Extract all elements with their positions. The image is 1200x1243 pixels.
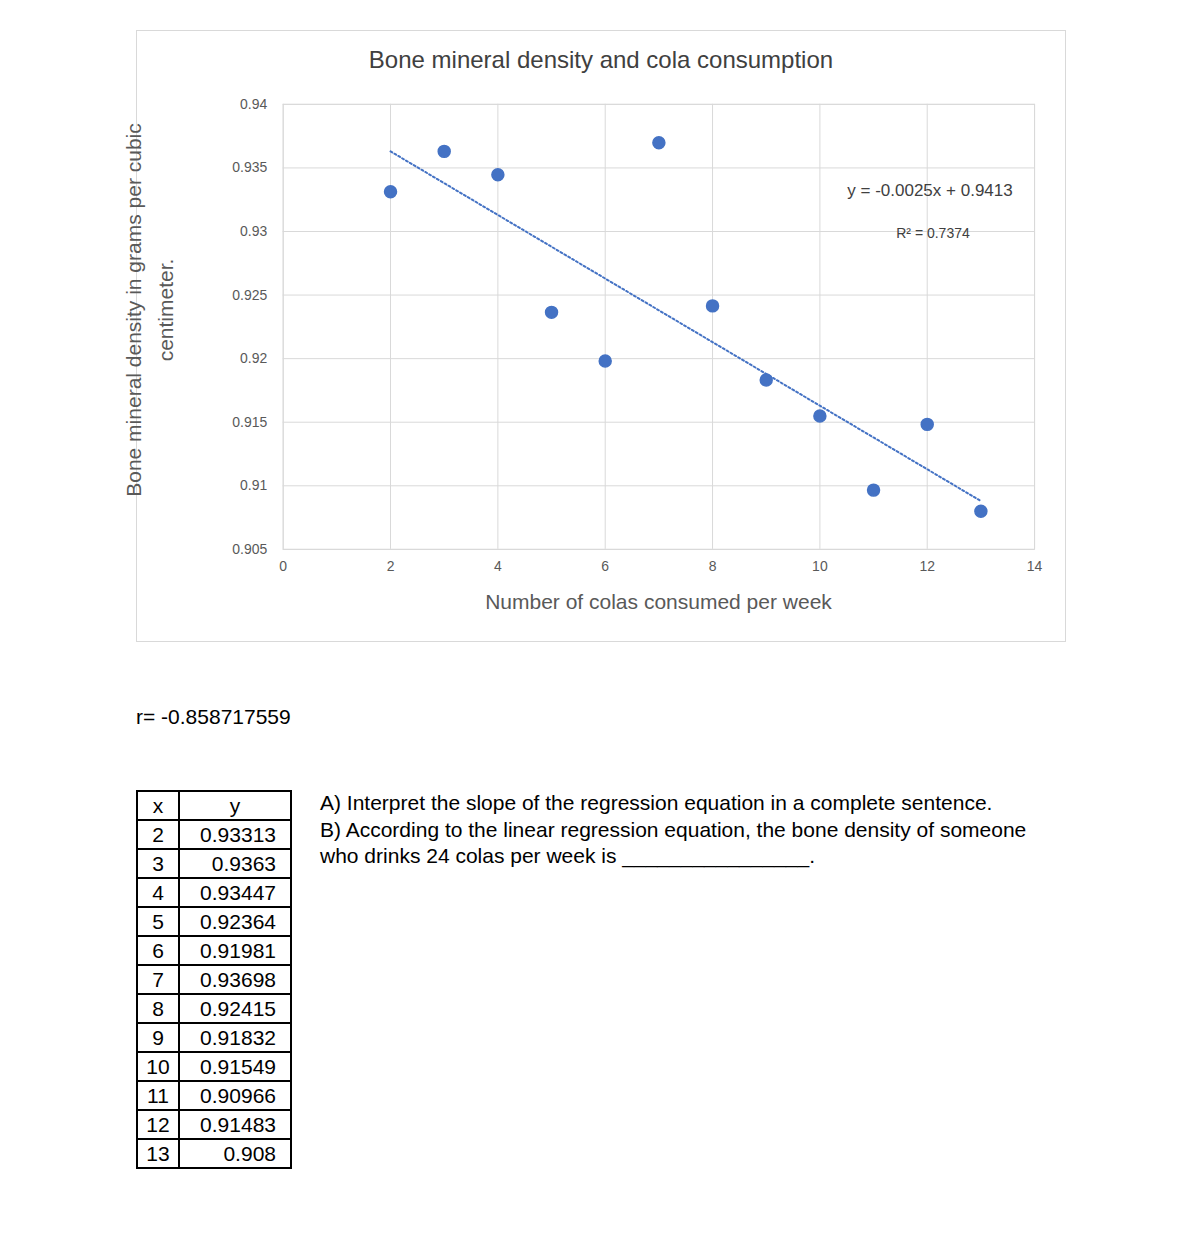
html-text:y = -0.0025x + 0.9413: y = -0.0025x + 0.9413 xyxy=(847,181,1013,200)
html-text:0.93698: 0.93698 xyxy=(200,967,276,991)
html-text:Bone mineral density in grams: Bone mineral density in grams per cubic xyxy=(122,123,145,497)
svg-text:0.92: 0.92 xyxy=(240,350,267,366)
html-text:y: y xyxy=(229,793,241,817)
html-text:0.93447: 0.93447 xyxy=(200,880,276,904)
html-text:R² = 0.7374: R² = 0.7374 xyxy=(896,225,970,241)
html-text:7: 7 xyxy=(152,967,164,991)
html-text:Number of colas consumed per w: Number of colas consumed per week xyxy=(485,590,832,613)
html-text:0.90966: 0.90966 xyxy=(200,1083,276,1107)
svg-text:0: 0 xyxy=(279,558,287,574)
svg-text:6: 6 xyxy=(601,558,609,574)
html-text:12: 12 xyxy=(146,1112,170,1136)
html-text:11: 11 xyxy=(147,1083,169,1107)
svg-text:0.915: 0.915 xyxy=(232,414,267,430)
svg-text:0.91: 0.91 xyxy=(240,477,267,493)
html-text:9: 9 xyxy=(152,1025,164,1049)
svg-text:2: 2 xyxy=(387,558,395,574)
html-text:0.91549: 0.91549 xyxy=(200,1054,276,1078)
html-text:A) Interpret the slope of the: A) Interpret the slope of the regression… xyxy=(320,791,993,814)
svg-text:8: 8 xyxy=(709,558,717,574)
svg-text:0.935: 0.935 xyxy=(232,159,267,175)
html-text:0.91981: 0.91981 xyxy=(200,938,276,962)
html-text:8: 8 xyxy=(152,996,164,1020)
html-text:0.92364: 0.92364 xyxy=(200,909,276,933)
html-text:0.92415: 0.92415 xyxy=(200,996,276,1020)
html-text:centimeter.: centimeter. xyxy=(154,258,177,362)
html-text:13: 13 xyxy=(146,1141,170,1165)
svg-text:10: 10 xyxy=(812,558,828,574)
svg-text:0.93: 0.93 xyxy=(240,223,267,239)
svg-text:12: 12 xyxy=(919,558,935,574)
svg-text:0.94: 0.94 xyxy=(240,96,267,112)
html-text:0.9363: 0.9363 xyxy=(211,851,276,875)
svg-text:14: 14 xyxy=(1027,558,1043,574)
html-text:2: 2 xyxy=(152,822,164,846)
svg-text:0.925: 0.925 xyxy=(232,287,267,303)
html-text:10: 10 xyxy=(146,1054,170,1078)
html-text:6: 6 xyxy=(152,938,164,962)
html-text:0.908: 0.908 xyxy=(223,1141,276,1165)
svg-text:0.905: 0.905 xyxy=(232,541,267,557)
html-text:5: 5 xyxy=(152,909,164,933)
html-text:0.93313: 0.93313 xyxy=(200,822,276,846)
html-text:Bone mineral density and cola: Bone mineral density and cola consumptio… xyxy=(368,46,834,73)
html-text:0.91832: 0.91832 xyxy=(200,1025,276,1049)
html-text:3: 3 xyxy=(152,851,164,875)
html-text:0.91483: 0.91483 xyxy=(200,1112,276,1136)
html-text:B) According to the linear reg: B) According to the linear regression eq… xyxy=(320,818,1027,867)
html-text:4: 4 xyxy=(152,880,164,904)
svg-text:4: 4 xyxy=(494,558,502,574)
html-text:x: x xyxy=(152,793,164,817)
html-text:r= -0.858717559: r= -0.858717559 xyxy=(136,705,291,728)
